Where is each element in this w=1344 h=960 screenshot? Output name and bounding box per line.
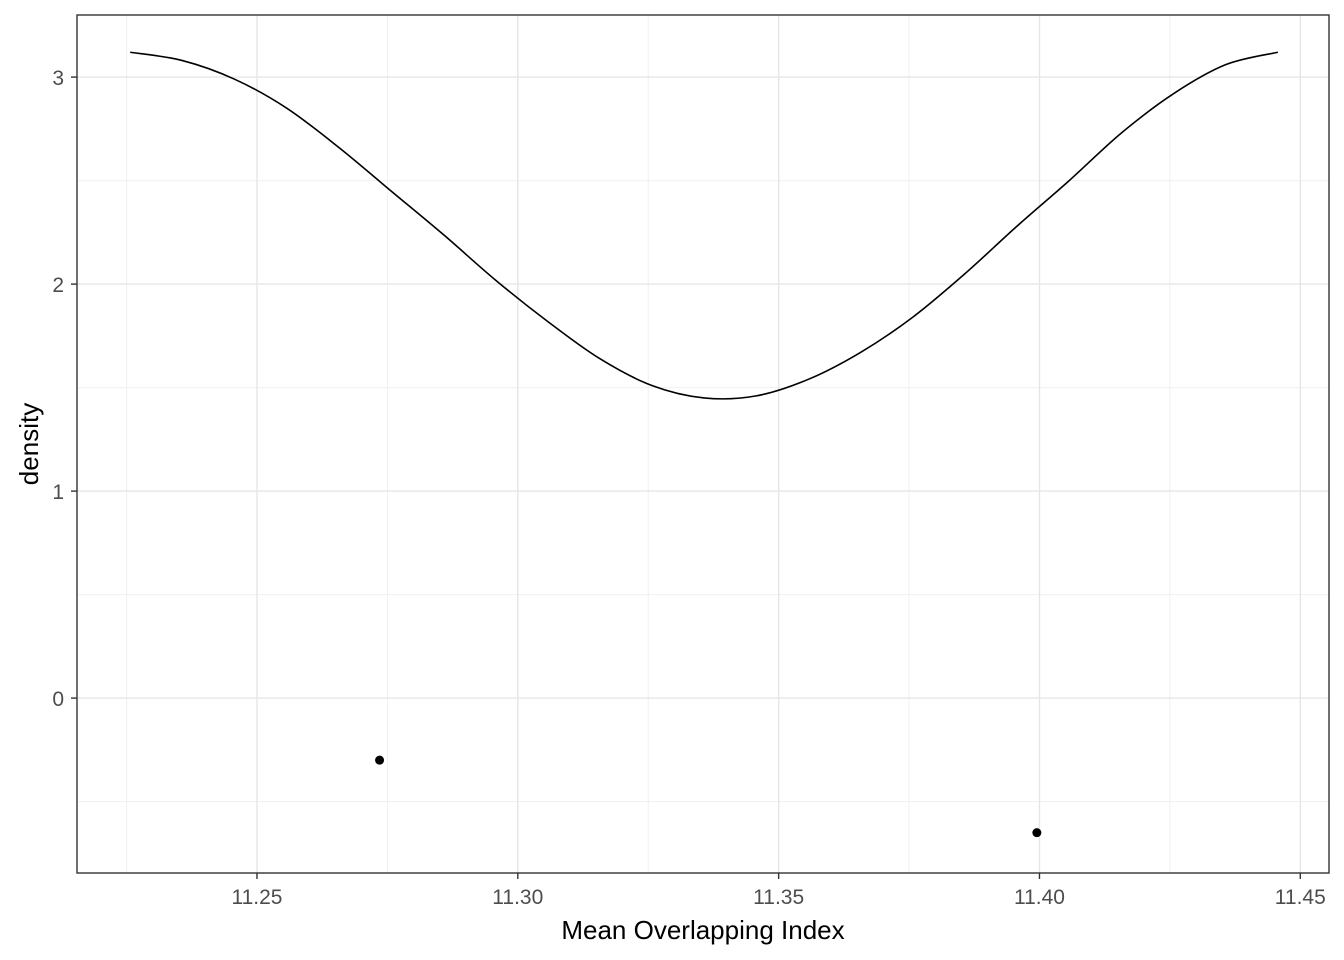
x-tick-label: 11.30: [492, 886, 543, 909]
data-marks: [130, 51, 1279, 838]
data-point: [375, 755, 385, 765]
x-tick-label: 11.35: [753, 886, 804, 909]
major-gridlines: [77, 15, 1329, 873]
panel-border: [76, 14, 1330, 874]
y-tick-label: 1: [52, 481, 64, 504]
density-curve: [130, 51, 1279, 400]
y-axis-title: density: [14, 403, 44, 485]
x-tick-label: 11.25: [231, 886, 282, 909]
x-axis-title: Mean Overlapping Index: [561, 915, 844, 945]
axis-ticks: 11.25 11.30 11.35 11.40 11.45 0 1 2 3: [52, 67, 1325, 909]
data-point: [1032, 828, 1042, 838]
x-tick-label: 11.45: [1275, 886, 1326, 909]
y-tick-label: 0: [52, 688, 64, 711]
x-tick-label: 11.40: [1014, 886, 1065, 909]
minor-gridlines: [77, 15, 1329, 873]
y-tick-label: 3: [52, 67, 64, 90]
y-tick-label: 2: [52, 274, 64, 297]
